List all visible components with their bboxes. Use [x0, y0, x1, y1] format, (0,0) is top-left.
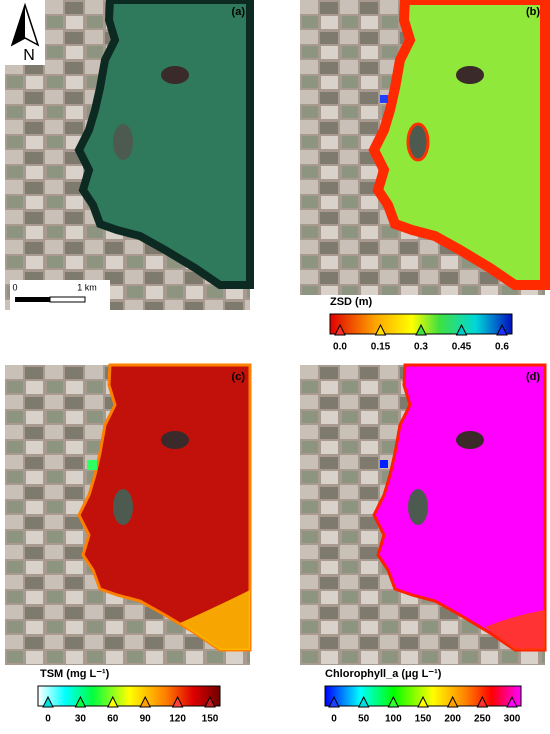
scale-start: 0	[12, 282, 17, 292]
tick-mark	[334, 323, 346, 336]
tick-label: 0.0	[333, 342, 347, 353]
tick-label: 90	[140, 714, 152, 725]
tick-mark	[74, 695, 87, 708]
tick-label: 200	[444, 714, 461, 725]
tick-label: 50	[358, 714, 370, 725]
tick-mark	[476, 695, 489, 708]
tick-mark	[171, 695, 184, 708]
colorbar-title: TSM (mg L⁻¹)	[40, 668, 110, 680]
tick-label: 150	[415, 714, 432, 725]
tick-mark	[357, 695, 370, 708]
tick-mark	[387, 695, 400, 708]
colorbar	[37, 685, 221, 707]
tick-mark	[374, 323, 387, 336]
tick-label: 0	[331, 714, 337, 725]
tick-mark	[496, 323, 508, 336]
tick-mark	[417, 695, 429, 708]
tick-label: 0.45	[452, 342, 472, 353]
tick-label: 60	[107, 714, 119, 725]
panel-a: N 0 1 km (a)	[5, 0, 250, 310]
panel-label: (c)	[232, 371, 246, 383]
tick-mark	[506, 695, 518, 708]
panel-label: (d)	[526, 371, 540, 383]
tick-mark	[204, 695, 216, 708]
tick-mark	[106, 695, 119, 708]
tick-label: 0.6	[495, 342, 509, 353]
tick-mark	[455, 323, 468, 336]
tick-label: 150	[202, 714, 219, 725]
tick-label: 30	[75, 714, 87, 725]
scale-end: 1 km	[77, 282, 97, 292]
tick-mark	[328, 695, 340, 708]
panel-c: (c)	[5, 363, 252, 665]
tick-mark	[415, 323, 427, 336]
tick-mark	[139, 695, 152, 708]
tick-label: 100	[385, 714, 402, 725]
tick-mark	[42, 695, 54, 708]
colorbar-title: Chlorophyll_a (μg L⁻¹)	[325, 668, 442, 680]
panel-label: (b)	[526, 6, 540, 18]
panel-label: (a)	[232, 6, 246, 18]
colorbar-title: ZSD (m)	[330, 296, 373, 308]
tick-label: 300	[504, 714, 521, 725]
tick-mark	[446, 695, 459, 708]
tick-label: 120	[169, 714, 186, 725]
tick-label: 0.3	[414, 342, 428, 353]
panel-d: (d)	[300, 363, 547, 665]
tick-label: 0.15	[371, 342, 391, 353]
panel-b: (b)	[300, 0, 545, 295]
tick-label: 0	[45, 714, 51, 725]
tick-label: 250	[474, 714, 491, 725]
north-label: N	[23, 47, 35, 64]
